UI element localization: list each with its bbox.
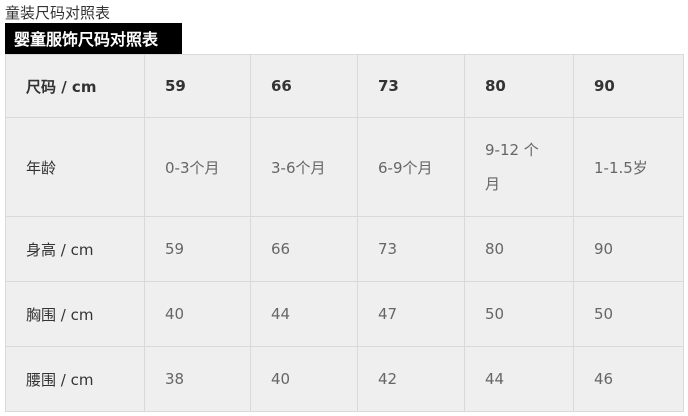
- table-cell: 1-1.5岁: [573, 117, 684, 217]
- table-cell: 44: [464, 346, 574, 412]
- table-cell: 40: [144, 281, 251, 347]
- table-cell: 80: [464, 216, 574, 282]
- table-cell: 90: [573, 216, 684, 282]
- row-label: 尺码 / cm: [5, 54, 145, 118]
- table-row: 腰围 / cm 38 40 42 44 46: [5, 346, 684, 412]
- table-cell: 80: [464, 54, 574, 118]
- table-cell: 46: [573, 346, 684, 412]
- table-cell: 73: [357, 54, 465, 118]
- table-cell: 50: [464, 281, 574, 347]
- table-cell: 44: [250, 281, 358, 347]
- table-cell: 59: [144, 216, 251, 282]
- table-cell: 40: [250, 346, 358, 412]
- table-cell: 3-6个月: [250, 117, 358, 217]
- row-label: 腰围 / cm: [5, 346, 145, 412]
- table-cell: 50: [573, 281, 684, 347]
- table-cell: 90: [573, 54, 684, 118]
- table-cell: 0-3个月: [144, 117, 251, 217]
- table-cell: 38: [144, 346, 251, 412]
- table-cell: 59: [144, 54, 251, 118]
- table-cell: 6-9个月: [357, 117, 465, 217]
- table-cell: 66: [250, 54, 358, 118]
- row-label: 年龄: [5, 117, 145, 217]
- page-title: 童装尺码对照表: [5, 4, 111, 22]
- table-banner: 婴童服饰尺码对照表: [5, 23, 182, 56]
- table-cell: 66: [250, 216, 358, 282]
- table-cell: 73: [357, 216, 465, 282]
- table-cell: 42: [357, 346, 465, 412]
- size-chart-table: 尺码 / cm 59 66 73 80 90 年龄 0-3个月 3-6个月 6-9个月 9-12 个…: [5, 54, 684, 412]
- table-row: 胸围 / cm 40 44 47 50 50: [5, 281, 684, 347]
- row-label: 胸围 / cm: [5, 281, 145, 347]
- table-cell: 47: [357, 281, 465, 347]
- table-row: 身高 / cm 59 66 73 80 90: [5, 216, 684, 282]
- table-cell: 9-12 个月: [464, 117, 574, 217]
- table-row: 年龄 0-3个月 3-6个月 6-9个月 9-12 个月 1-1.5岁: [5, 117, 684, 217]
- row-label: 身高 / cm: [5, 216, 145, 282]
- table-header-row: 尺码 / cm 59 66 73 80 90: [5, 54, 684, 118]
